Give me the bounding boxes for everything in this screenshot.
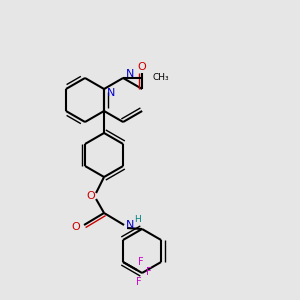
Text: O: O bbox=[138, 62, 146, 72]
Text: N: N bbox=[107, 88, 115, 98]
Text: F: F bbox=[146, 267, 152, 277]
Text: H: H bbox=[134, 215, 140, 224]
Text: F: F bbox=[138, 257, 144, 267]
Text: O: O bbox=[87, 191, 95, 201]
Text: O: O bbox=[72, 222, 80, 232]
Text: CH₃: CH₃ bbox=[152, 73, 169, 82]
Text: N: N bbox=[126, 220, 134, 230]
Text: N: N bbox=[126, 69, 134, 79]
Text: F: F bbox=[136, 277, 142, 287]
